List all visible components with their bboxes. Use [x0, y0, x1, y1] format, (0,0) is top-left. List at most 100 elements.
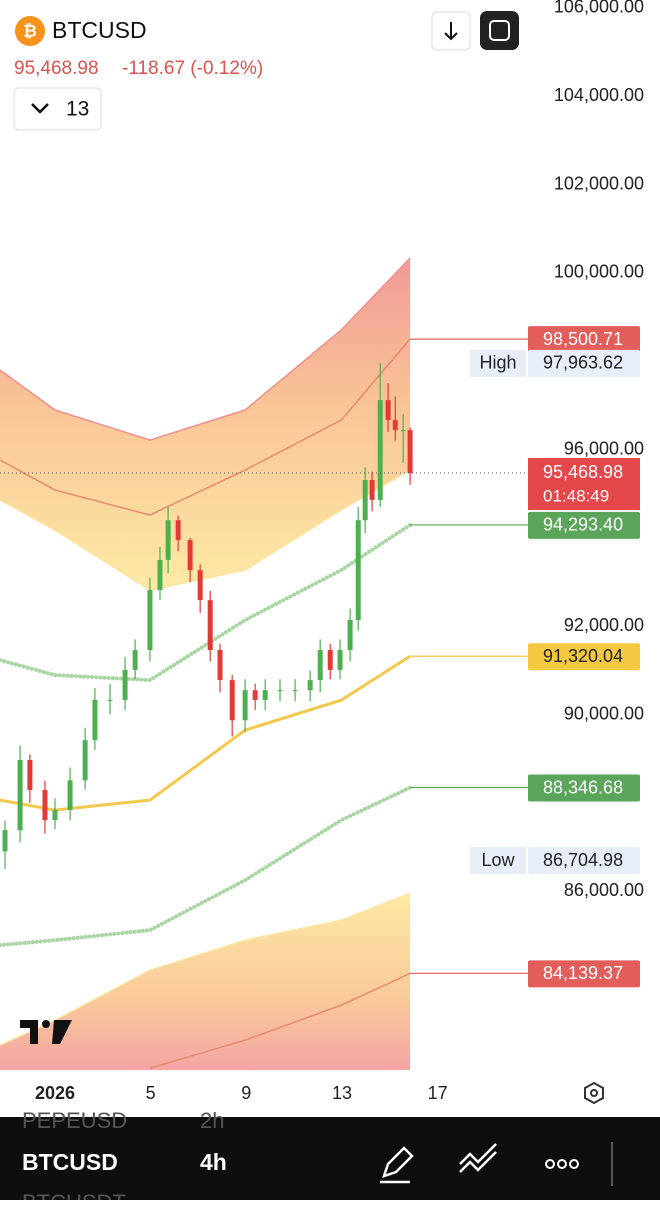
price-label-box	[528, 643, 640, 671]
interval-current: 4h	[200, 1149, 227, 1175]
candle-body	[17, 759, 23, 831]
band-line	[0, 522, 413, 683]
download-icon	[444, 22, 458, 41]
band-line	[0, 338, 411, 516]
candle-body	[307, 680, 313, 691]
y-tick-label: 90,000.00	[564, 703, 644, 723]
price-label: 84,139.37	[543, 963, 623, 983]
candle-body	[67, 780, 73, 810]
upper-band-fill	[0, 257, 411, 591]
indicator-tool[interactable]	[459, 1143, 497, 1173]
candle-body	[42, 790, 48, 821]
candles	[2, 362, 413, 870]
candle-body	[147, 589, 153, 651]
y-tick-label: 92,000.00	[564, 615, 644, 635]
more-button[interactable]	[545, 1159, 579, 1169]
price-title: Low	[481, 850, 515, 870]
x-tick-label: 17	[428, 1083, 448, 1103]
price-axis: 106,000.00 104,000.00 102,000.00 100,000.00…	[554, 0, 644, 900]
price-title: High	[479, 353, 516, 373]
price-title-box	[470, 847, 526, 875]
bands	[0, 257, 413, 1070]
price-label: 86,704.98	[543, 850, 623, 870]
price-label: 98,500.71	[543, 329, 623, 349]
y-tick-label: 102,000.00	[554, 173, 644, 193]
candle-body	[82, 740, 88, 781]
candle-body	[407, 430, 413, 474]
candle-body	[107, 699, 113, 701]
candle-body	[187, 540, 193, 571]
price-label: 94,293.40	[543, 515, 623, 535]
y-tick-label: 106,000.00	[554, 0, 644, 17]
price-label: 97,963.62	[543, 353, 623, 373]
band-line	[0, 785, 413, 948]
symbol-current[interactable]: BTCUSD	[22, 1149, 118, 1175]
price-label-box	[528, 847, 640, 875]
candle-body	[355, 520, 361, 621]
candle-body	[229, 680, 235, 721]
symbol-next[interactable]: BTCUSDT	[22, 1190, 126, 1205]
interval-dropdown[interactable]	[13, 87, 102, 131]
tradingview-logo	[20, 1020, 72, 1044]
price-label: 91,320.04	[543, 646, 623, 666]
y-tick-label: 100,000.00	[554, 262, 644, 282]
candle-body	[377, 400, 383, 500]
bottom-bar	[0, 1117, 660, 1200]
change: -118.67 (-0.12%)	[122, 58, 263, 79]
band-line	[0, 257, 411, 441]
bitcoin-icon	[15, 16, 45, 46]
candle-body	[317, 650, 323, 681]
candle-body	[122, 669, 128, 700]
settings-button[interactable]	[584, 1081, 604, 1105]
candle-body	[27, 759, 33, 791]
candle-body	[207, 600, 213, 651]
countdown: 01:48:49	[543, 486, 609, 505]
candle-body	[242, 690, 248, 721]
candle-body	[175, 520, 181, 541]
candle-body	[327, 650, 333, 670]
candle-body	[252, 690, 258, 700]
interval: 13	[66, 98, 89, 121]
candle-body	[262, 690, 268, 700]
symbol-prev[interactable]: PEPEUSD	[22, 1108, 127, 1133]
price-labels: 98,500.71 97,963.62 High 95,468.98 01:48:49 9…	[0, 326, 640, 988]
time-axis: 2026 5 9 13 17	[35, 1083, 448, 1103]
fullscreen-icon	[489, 20, 510, 41]
draw-tool[interactable]	[380, 1146, 414, 1184]
price-label-box	[528, 511, 640, 539]
band-line	[149, 972, 411, 1069]
settings-dot	[590, 1089, 598, 1097]
price-label: 88,346.68	[543, 777, 623, 797]
y-tick-label: 96,000.00	[564, 438, 644, 458]
candle-body	[347, 620, 353, 651]
candle-body	[92, 699, 98, 741]
candle-body	[400, 430, 406, 432]
symbol: BTCUSD	[52, 17, 147, 43]
candle-body	[217, 650, 223, 681]
price: 95,468.98	[14, 58, 99, 79]
candle-body	[157, 559, 163, 590]
candle-body	[385, 400, 391, 420]
x-tick-label: 13	[332, 1083, 352, 1103]
fullscreen-button[interactable]	[480, 11, 519, 50]
candle-body	[165, 520, 171, 560]
candle-body	[369, 480, 375, 500]
bitcoin-glyph: ₿	[23, 21, 37, 40]
x-tick-label: 2026	[35, 1083, 75, 1103]
price-label-box	[528, 458, 640, 511]
x-tick-label: 5	[146, 1083, 156, 1103]
candle-body	[362, 480, 368, 521]
band-line	[0, 654, 411, 812]
y-tick-label: 86,000.00	[564, 880, 644, 900]
price-label-box	[528, 349, 640, 377]
candle-body	[132, 650, 138, 670]
candle-body	[277, 690, 283, 692]
y-tick-label: 104,000.00	[554, 85, 644, 105]
price-label-box	[528, 960, 640, 988]
lower-band-fill	[0, 893, 411, 1070]
price-label-box	[528, 326, 640, 354]
chevron	[31, 103, 49, 114]
price-label-box	[528, 774, 640, 802]
band-line	[0, 469, 411, 591]
